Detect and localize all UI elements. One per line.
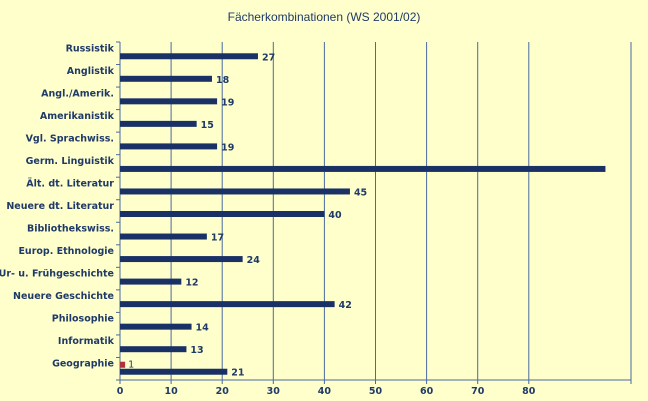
bar-value-label: 24 bbox=[247, 255, 261, 266]
bar bbox=[120, 278, 182, 285]
bar bbox=[120, 346, 187, 353]
category-label: Informatik bbox=[58, 336, 115, 347]
bar-value-label: 17 bbox=[211, 233, 224, 244]
x-tick-label: 10 bbox=[164, 386, 178, 397]
x-tick-label: 30 bbox=[267, 386, 281, 397]
bar bbox=[120, 188, 350, 195]
category-label: Ur- u. Frühgeschichte bbox=[0, 269, 114, 280]
category-label: Geographie bbox=[52, 359, 114, 370]
bar bbox=[120, 75, 212, 82]
bar-value-label: 1 bbox=[128, 360, 134, 371]
chart-title: Fächerkombinationen (WS 2001/02) bbox=[227, 10, 421, 24]
category-label: Neuere Geschichte bbox=[13, 291, 114, 302]
bar bbox=[120, 323, 192, 330]
bar-value-label: 42 bbox=[339, 300, 352, 311]
bar-value-label: 19 bbox=[221, 97, 234, 108]
category-label: Vgl. Sprachwiss. bbox=[26, 133, 114, 144]
x-tick-label: 20 bbox=[216, 386, 230, 397]
bar bbox=[120, 120, 197, 127]
category-label: Philosophie bbox=[52, 314, 114, 325]
category-label: Anglistik bbox=[67, 66, 115, 77]
bar-value-label: 27 bbox=[262, 52, 275, 63]
x-tick-label: 70 bbox=[471, 386, 485, 397]
category-label: Russistik bbox=[66, 43, 115, 54]
bar bbox=[120, 165, 606, 172]
bar bbox=[120, 53, 258, 60]
bar-value-label: 13 bbox=[190, 345, 203, 356]
bar-value-label: 21 bbox=[231, 368, 244, 379]
bar bbox=[120, 368, 228, 375]
bar-value-label: 45 bbox=[354, 187, 367, 198]
bar bbox=[120, 233, 207, 240]
bar-value-label: 18 bbox=[216, 75, 230, 86]
bar-value-label: 19 bbox=[221, 142, 234, 153]
category-label: Neuere dt. Literatur bbox=[6, 201, 114, 212]
bar bbox=[120, 361, 126, 368]
x-tick-label: 60 bbox=[420, 386, 434, 397]
bar-value-label: 14 bbox=[196, 323, 210, 334]
bar-value-label: 40 bbox=[328, 210, 342, 221]
x-tick-label: 50 bbox=[369, 386, 383, 397]
category-label: Amerikanistik bbox=[40, 111, 115, 122]
x-tick-label: 80 bbox=[522, 386, 536, 397]
x-tick-label: 40 bbox=[318, 386, 332, 397]
category-label: Angl./Amerik. bbox=[41, 88, 114, 99]
category-label: Ält. dt. Literatur bbox=[26, 178, 114, 189]
bar-value-label: 15 bbox=[201, 120, 214, 131]
x-tick-label: 0 bbox=[117, 386, 124, 397]
category-label: Germ. Linguistik bbox=[26, 156, 115, 167]
bar bbox=[120, 211, 325, 217]
bar bbox=[120, 301, 335, 308]
category-label: Bibliothekswiss. bbox=[27, 224, 114, 235]
category-label: Europ. Ethnologie bbox=[18, 246, 114, 257]
bar bbox=[120, 143, 218, 150]
bar bbox=[120, 256, 243, 263]
bar-value-label: 12 bbox=[185, 278, 198, 289]
bar bbox=[120, 98, 218, 105]
